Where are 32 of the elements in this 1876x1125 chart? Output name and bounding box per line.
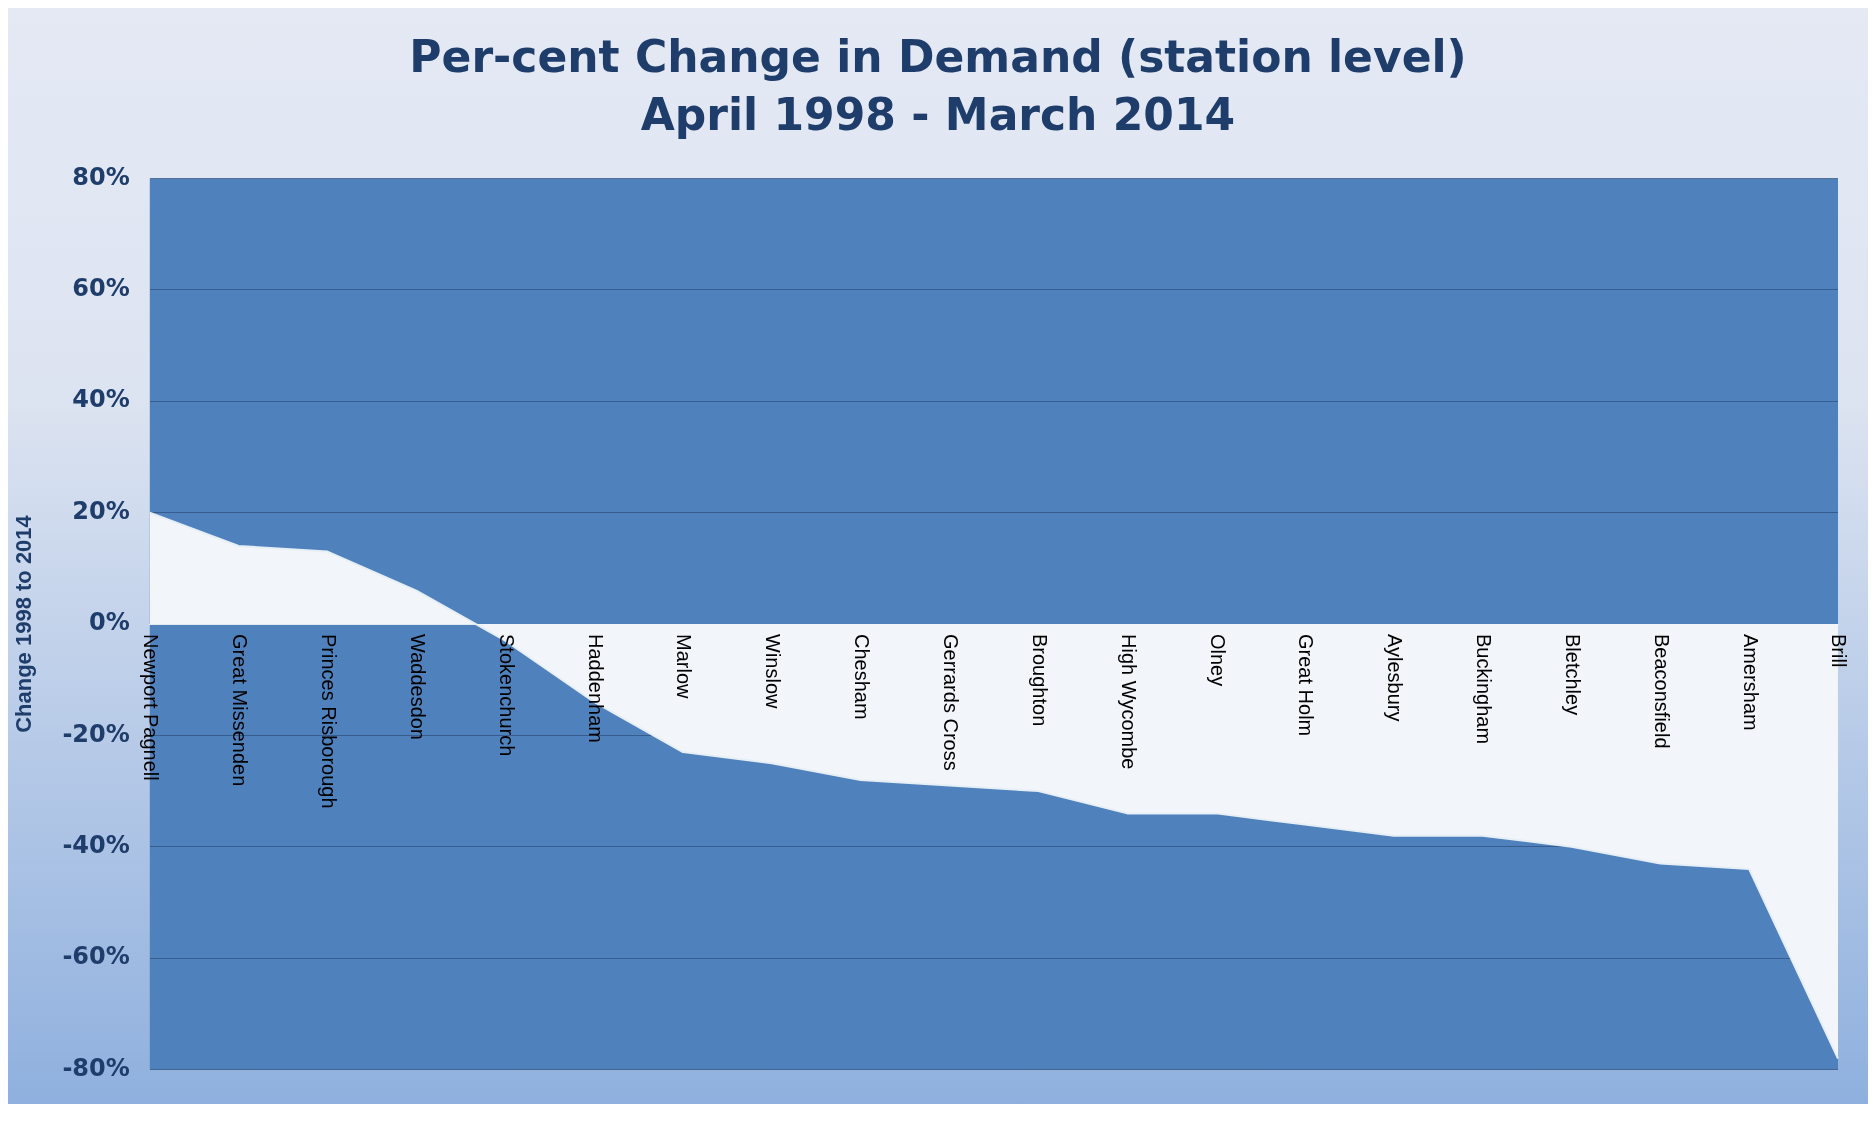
x-tick-label: Bletchley	[1561, 634, 1584, 716]
y-tick-label: 80%	[72, 162, 130, 191]
x-tick-label: Olney	[1206, 634, 1229, 687]
x-tick-label: Haddenham	[584, 634, 607, 743]
y-tick-label: 0%	[89, 608, 130, 637]
y-axis-title: Change 1998 to 2014	[11, 514, 37, 733]
x-tick-label: Marlow	[673, 634, 696, 700]
x-tick-label: Aylesbury	[1384, 634, 1407, 722]
y-tick-label: 60%	[72, 274, 130, 303]
x-tick-label: Beaconsfield	[1650, 634, 1673, 749]
y-tick-label: 40%	[72, 385, 130, 414]
x-tick-label: High Wycombe	[1117, 634, 1140, 770]
x-tick-label: Brill	[1828, 634, 1851, 668]
x-tick-label: Waddesdon	[406, 634, 429, 740]
y-tick-label: -80%	[62, 1053, 130, 1082]
chart-subtitle: April 1998 - March 2014	[639, 88, 1237, 142]
y-tick-label: 20%	[72, 496, 130, 525]
y-tick-label: -60%	[62, 942, 130, 971]
x-tick-label: Broughton	[1028, 634, 1051, 727]
x-tick-label: Great Missenden	[229, 634, 252, 787]
x-tick-label: Newport Pagnell	[140, 634, 163, 781]
x-tick-label: Amersham	[1739, 634, 1762, 731]
x-tick-label: Winslow	[762, 634, 785, 710]
chart-title: Per-cent Change in Demand (station level)	[408, 30, 1468, 84]
x-tick-label: Chesham	[851, 634, 874, 720]
x-tick-label: Buckingham	[1473, 634, 1496, 745]
x-tick-label: Stokenchurch	[495, 634, 518, 757]
x-tick-label: Gerrards Cross	[939, 634, 962, 771]
x-tick-label: Princes Risborough	[318, 634, 340, 809]
y-tick-label: -20%	[62, 719, 130, 748]
x-tick-label: Great Holm	[1295, 634, 1318, 737]
y-tick-label: -40%	[62, 831, 130, 860]
